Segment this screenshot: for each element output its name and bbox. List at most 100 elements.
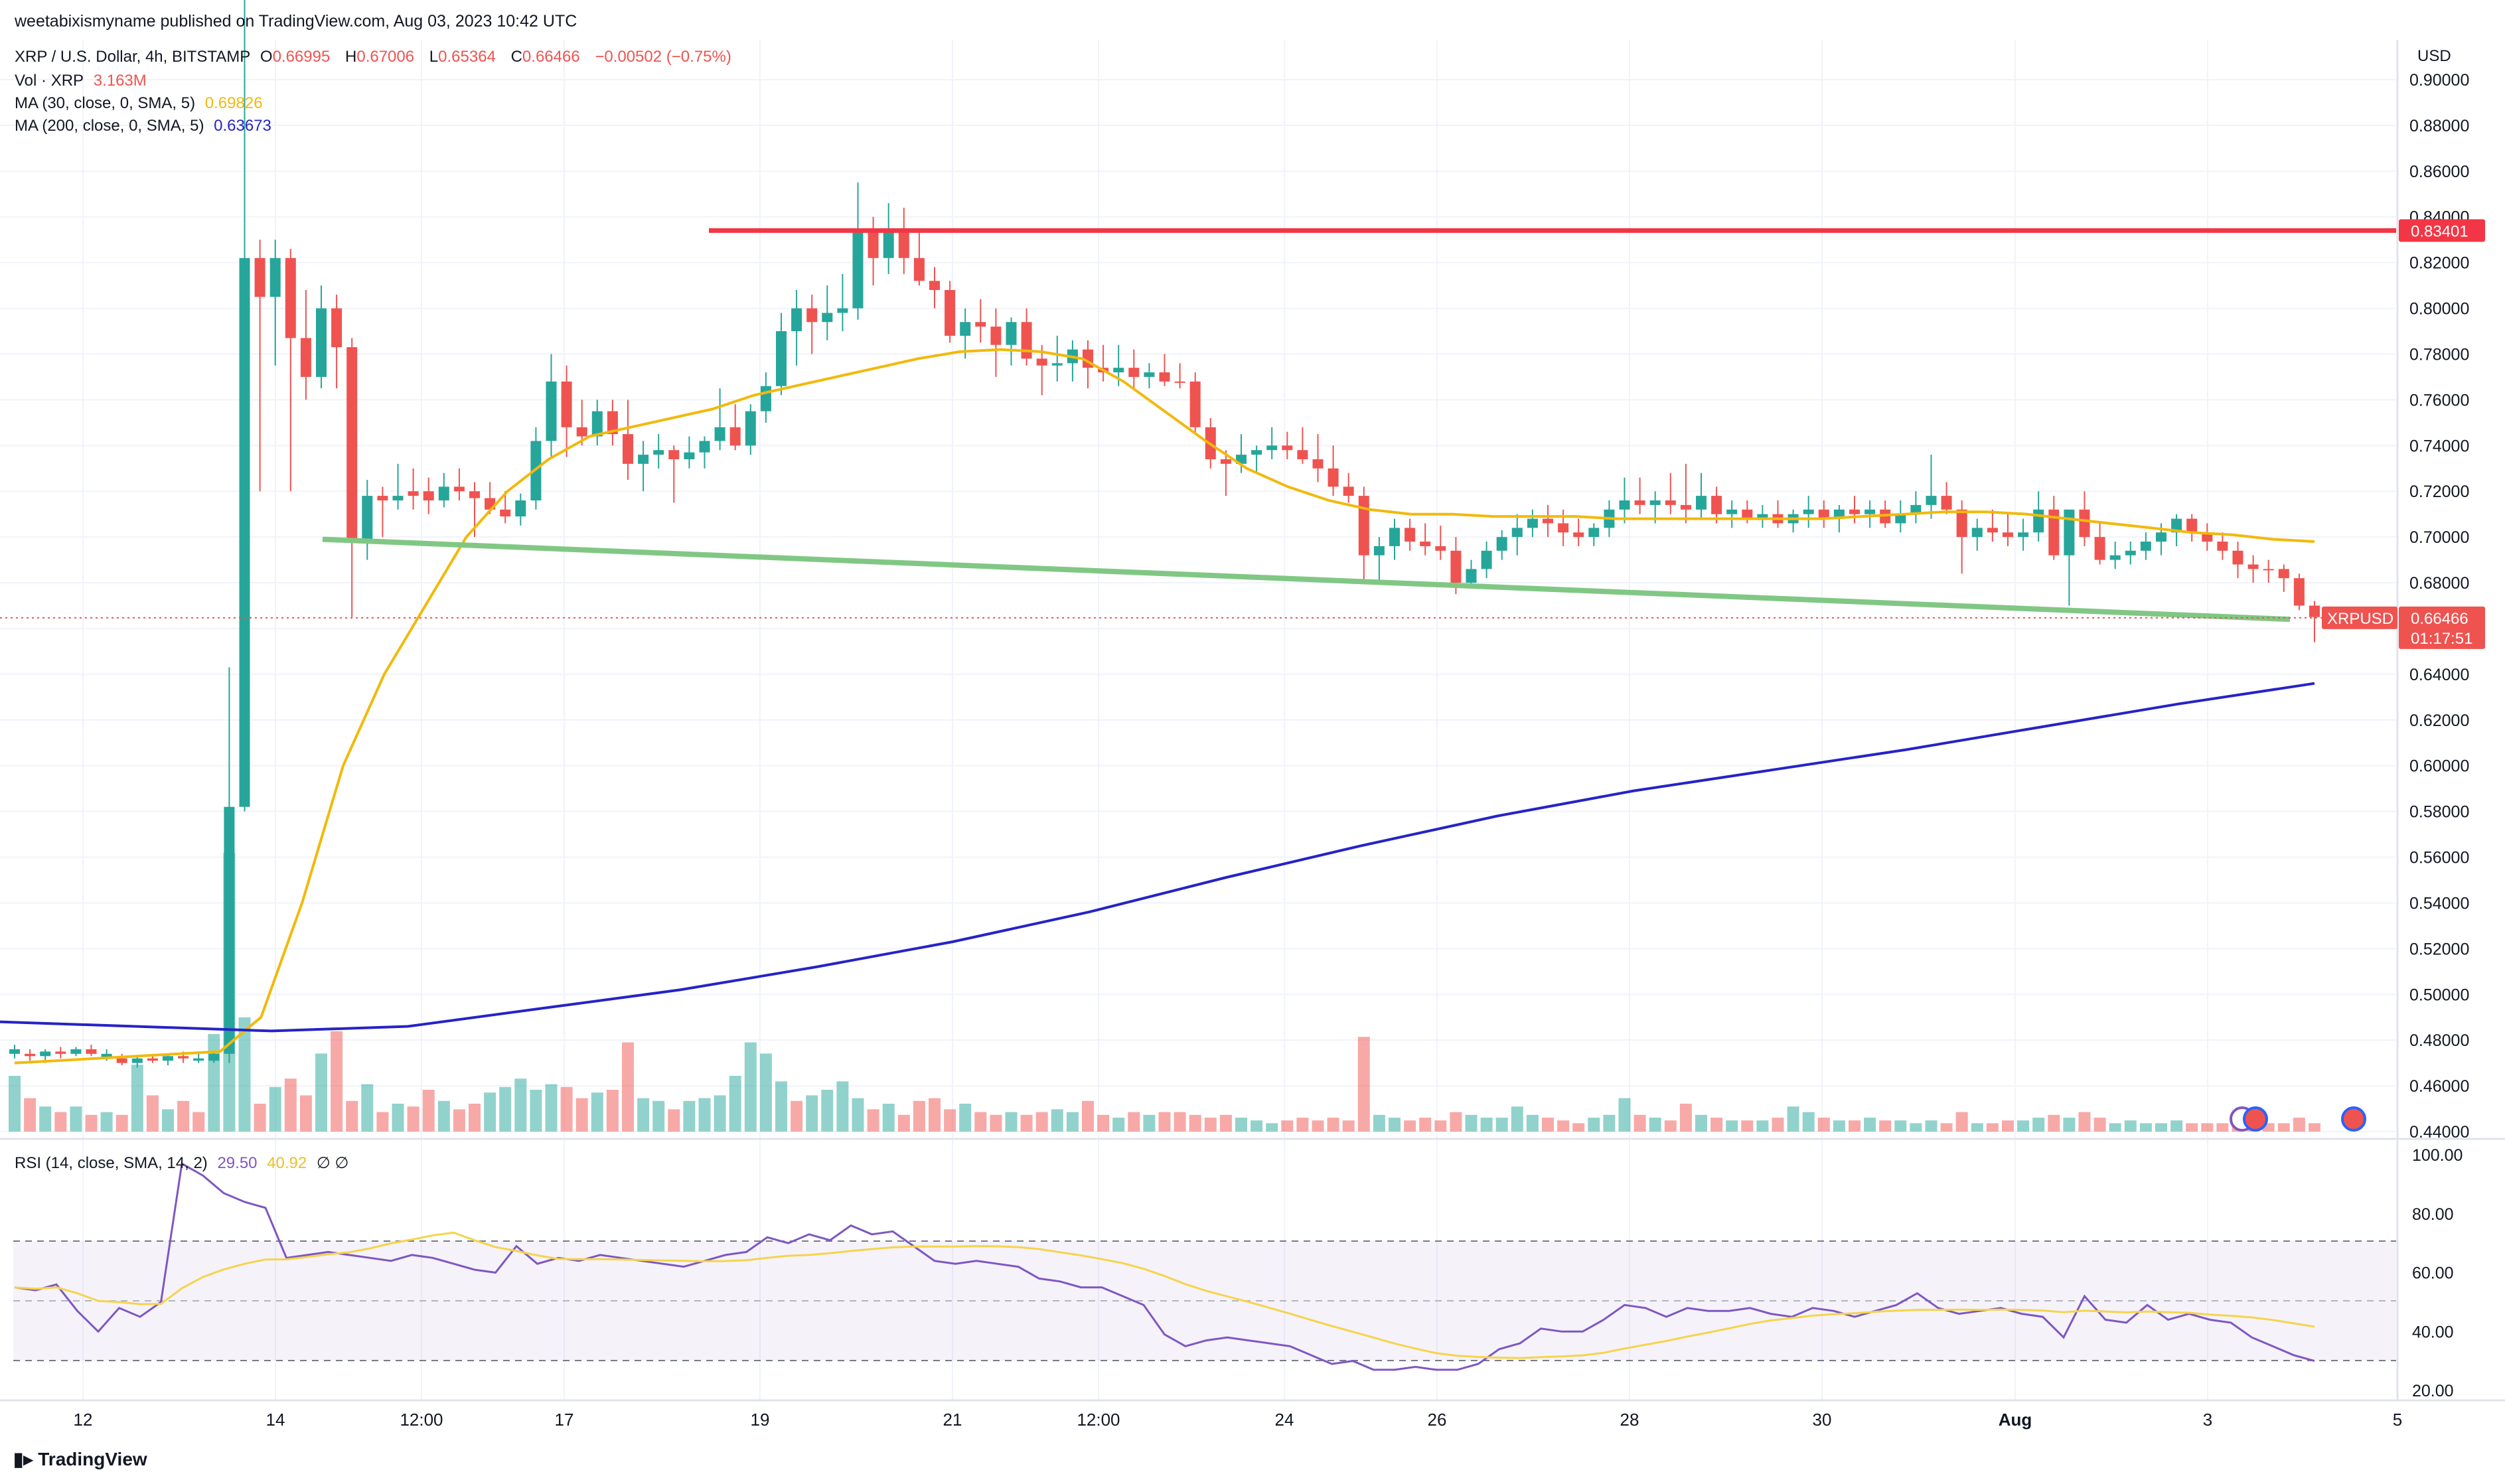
volume-bar (361, 1084, 374, 1132)
rsi-label: RSI (14, close, SMA, 14, 2) (15, 1154, 208, 1172)
candle-body (1266, 445, 1278, 451)
time-tick-label: 12 (74, 1410, 93, 1430)
rsi-pane (13, 1161, 2396, 1371)
high-label: H (345, 48, 357, 66)
candle-body (1113, 368, 1124, 373)
candle-body (2094, 537, 2105, 560)
volume-bar (1020, 1114, 1033, 1132)
candle-body (377, 496, 388, 500)
price-axis[interactable]: 0.900000.880000.860000.840000.820000.800… (2409, 71, 2469, 1142)
volume-bars (9, 853, 2320, 1132)
volume-bar (821, 1090, 834, 1132)
candle-body (163, 1056, 173, 1061)
volume-bar (1005, 1112, 1018, 1132)
candle-body (1496, 537, 1507, 551)
volume-bar (1726, 1120, 1738, 1132)
volume-bar (376, 1112, 389, 1132)
volume-bar (2186, 1123, 2198, 1132)
candle-body (346, 347, 358, 542)
volume-bar (177, 1100, 190, 1132)
rsi-tick-label: 80.00 (2412, 1205, 2454, 1224)
volume-bar (698, 1098, 711, 1132)
time-tick-label: 24 (1275, 1410, 1294, 1430)
candle-body (239, 258, 250, 807)
volume-bar (775, 1081, 787, 1132)
candle-body (1987, 528, 1998, 533)
candle-body (1696, 496, 1707, 510)
rsi-axis[interactable]: 100.00 80.00 60.00 40.00 20.00 (2412, 1146, 2463, 1400)
candle-body (714, 427, 725, 441)
volume-bar (1251, 1120, 1263, 1132)
us-flag-icon (2341, 1106, 2366, 1132)
ma30-legend[interactable]: MA (30, close, 0, SMA, 5) 0.69826 (15, 94, 268, 113)
volume-bar (1986, 1123, 1999, 1132)
candle-body (729, 427, 741, 446)
ma200-legend[interactable]: MA (200, close, 0, SMA, 5) 0.63673 (15, 117, 277, 135)
volume-legend[interactable]: Vol · XRP 3.163M (15, 72, 152, 90)
volume-bar (1756, 1120, 1769, 1132)
volume-bar (1266, 1123, 1278, 1132)
volume-bar (882, 1104, 895, 1132)
candle-body (1404, 528, 1416, 542)
volume-bar (959, 1104, 972, 1132)
candle-body (25, 1053, 36, 1057)
candle-body (1558, 523, 1569, 533)
last-price-text: 0.66466 (2411, 610, 2468, 628)
symbol-legend[interactable]: XRP / U.S. Dollar, 4h, BITSTAMP O0.66995… (15, 48, 737, 66)
volume-bar (2155, 1123, 2167, 1132)
volume-bar (1404, 1120, 1416, 1132)
volume-bar (637, 1098, 650, 1132)
candle-body (423, 491, 434, 500)
volume-bar (1787, 1106, 1799, 1132)
candle-body (1282, 445, 1293, 451)
candle-body (576, 427, 587, 437)
volume-bar (1112, 1118, 1125, 1132)
volume-bar (729, 1076, 741, 1132)
rsi-legend[interactable]: RSI (14, close, SMA, 14, 2) 29.50 40.92 … (15, 1153, 354, 1173)
tradingview-logo[interactable]: ▮▸ TradingView (13, 1448, 147, 1470)
volume-bar (100, 1112, 113, 1132)
rsi-sma-value: 40.92 (267, 1154, 307, 1172)
time-tick-label: Aug (1999, 1410, 2032, 1430)
currency-label: USD (2417, 47, 2451, 65)
volume-bar (1802, 1112, 1815, 1132)
candle-body (945, 290, 956, 336)
volume-bar (1419, 1118, 1432, 1132)
volume-bar (484, 1092, 496, 1132)
volume-bar (2277, 1123, 2290, 1132)
candle-body (1895, 514, 1906, 524)
candle-body (975, 322, 986, 327)
time-axis[interactable]: 12 14 12:00 17 19 21 12:00 24 26 28 30 Aug 3 5 (74, 1410, 2403, 1430)
volume-bar (2017, 1120, 2030, 1132)
candle-body (1312, 459, 1324, 469)
volume-bar (2109, 1123, 2121, 1132)
volume-bar (1741, 1120, 1754, 1132)
change-value: −0.00502 (−0.75%) (595, 48, 731, 66)
ma30-line (14, 348, 2315, 1065)
event-icons[interactable] (2230, 1106, 2366, 1132)
price-tick-label: 0.78000 (2409, 345, 2469, 364)
volume-bar (499, 1086, 512, 1132)
price-tick-label: 0.60000 (2409, 757, 2469, 776)
candle-body (101, 1053, 112, 1059)
candle-body (546, 381, 557, 441)
volume-bar (9, 1076, 21, 1132)
volume-bar (1618, 1098, 1631, 1132)
candle-body (1343, 486, 1354, 496)
candle-body (1711, 496, 1722, 514)
candle-body (1006, 322, 1017, 345)
candle-body (2293, 578, 2305, 606)
volume-bar (2293, 1118, 2305, 1132)
candle-body (408, 491, 419, 496)
candles (9, 0, 2320, 1068)
volume-bar (714, 1095, 726, 1132)
volume-bar (791, 1100, 803, 1132)
candle-body (1971, 528, 1983, 538)
volume-bar (652, 1100, 665, 1132)
volume-bar (1434, 1120, 1447, 1132)
candle-body (1573, 532, 1584, 538)
volume-bar (1894, 1120, 1907, 1132)
candle-body (1251, 450, 1262, 455)
volume-bar (284, 1078, 297, 1132)
